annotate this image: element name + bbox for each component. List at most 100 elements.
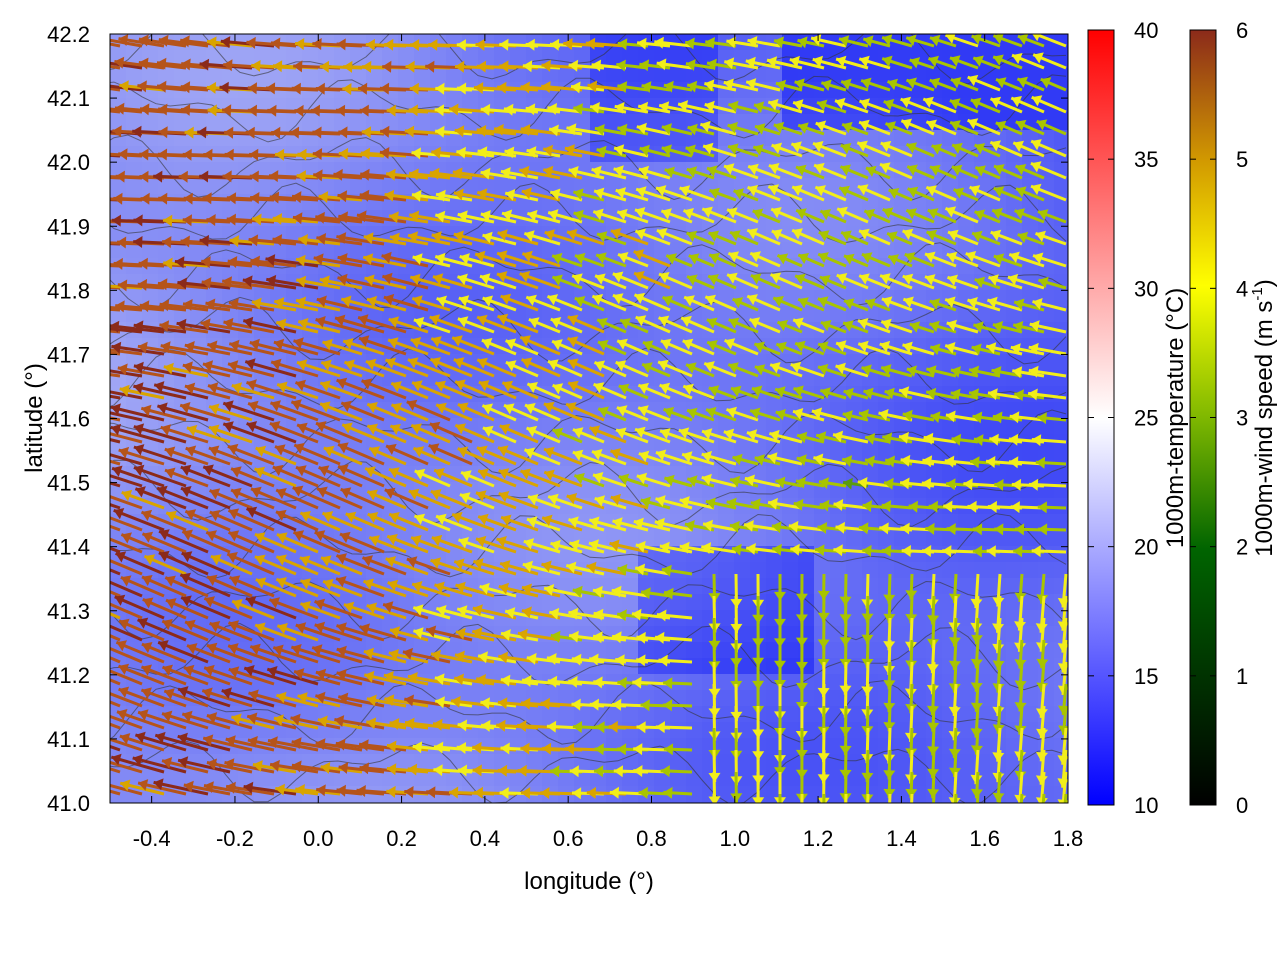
temperature-cell xyxy=(622,706,638,722)
temperature-cell xyxy=(446,530,462,546)
temperature-cell xyxy=(382,802,398,803)
temperature-cell xyxy=(446,34,462,50)
temperature-cell xyxy=(558,706,574,722)
temperature-cell xyxy=(1022,530,1038,546)
temperature-cell xyxy=(638,66,654,82)
wind-vector-head xyxy=(97,280,106,292)
temperature-cell xyxy=(190,162,206,178)
temperature-cell xyxy=(446,242,462,258)
temperature-cell xyxy=(334,770,350,786)
temperature-cell xyxy=(302,242,318,258)
wind-vector-head xyxy=(70,322,80,334)
temperature-cell xyxy=(558,482,574,498)
temperature-cell xyxy=(686,754,702,770)
temperature-cell xyxy=(366,242,382,258)
temperature-cell xyxy=(782,594,798,610)
temperature-cell xyxy=(254,770,270,786)
wind-vector-head xyxy=(91,148,100,160)
temperature-cell xyxy=(318,66,334,82)
temperature-cell xyxy=(606,466,622,482)
wind-vector-head xyxy=(90,237,99,249)
temperature-cell xyxy=(318,242,334,258)
temperature-cell xyxy=(894,594,910,610)
temperature-cell xyxy=(510,370,526,386)
temperature-cell xyxy=(350,706,366,722)
temperature-cell xyxy=(782,66,798,82)
temperature-cell xyxy=(1006,530,1022,546)
temperature-cell xyxy=(910,306,926,322)
temperature-cell xyxy=(510,418,526,434)
temperature-cell xyxy=(350,434,366,450)
temperature-cell xyxy=(638,722,654,738)
temperature-cell xyxy=(542,802,558,803)
temperature-cell xyxy=(830,642,846,658)
temperature-cell xyxy=(318,658,334,674)
wind-vector-head xyxy=(74,56,84,68)
temperature-cell xyxy=(478,754,494,770)
temperature-cell xyxy=(670,754,686,770)
temperature-cell xyxy=(430,802,446,803)
temperature-cell xyxy=(302,114,318,130)
temperature-cell xyxy=(286,226,302,242)
temperature-cell xyxy=(110,66,126,82)
temperature-cell xyxy=(718,178,734,194)
temperature-cell xyxy=(1022,802,1038,803)
temperature-cell xyxy=(222,178,238,194)
temperature-cell xyxy=(526,802,542,803)
temperature-cell xyxy=(542,114,558,130)
temperature-cell xyxy=(830,562,846,578)
temperature-cell xyxy=(606,354,622,370)
temperature-cell xyxy=(190,114,206,130)
temperature-cell xyxy=(974,546,990,562)
temperature-cell xyxy=(110,802,126,803)
temperature-cell xyxy=(830,578,846,594)
temperature-cell xyxy=(270,370,286,386)
temperature-cell xyxy=(110,226,126,242)
temperature-cell xyxy=(542,530,558,546)
temperature-cell xyxy=(606,802,622,803)
temperature-cell xyxy=(254,658,270,674)
temperature-cell xyxy=(462,114,478,130)
temperature-cell xyxy=(350,594,366,610)
temperature-cell xyxy=(558,754,574,770)
temperature-cell xyxy=(318,114,334,130)
temperature-cell xyxy=(494,114,510,130)
temperature-cell xyxy=(718,802,734,803)
wind-vector-head xyxy=(91,193,100,205)
wind-vector-head xyxy=(69,385,79,397)
temperature-cell xyxy=(1006,562,1022,578)
temperature-cell xyxy=(750,802,766,803)
temperature-cell xyxy=(910,466,926,482)
temperature-cell xyxy=(590,66,606,82)
temperature-cell xyxy=(126,114,142,130)
temperature-cell xyxy=(222,770,238,786)
temperature-cell xyxy=(334,610,350,626)
temperature-cell xyxy=(446,594,462,610)
temperature-cell xyxy=(190,770,206,786)
temperature-cell xyxy=(414,802,430,803)
temperature-cell xyxy=(606,34,622,50)
wind-vector-head xyxy=(93,301,102,313)
temperature-cell xyxy=(622,50,638,66)
temperature-cell xyxy=(878,562,894,578)
temperature-cell xyxy=(1022,722,1038,738)
temperature-cell xyxy=(638,642,654,658)
temperature-cell xyxy=(398,66,414,82)
temperature-cell xyxy=(750,530,766,546)
temperature-cell xyxy=(350,178,366,194)
temperature-cell xyxy=(286,114,302,130)
temperature-cell xyxy=(350,242,366,258)
temperature-cell xyxy=(686,370,702,386)
temperature-cell xyxy=(622,530,638,546)
wind-vector-head xyxy=(89,322,99,334)
temperature-cell xyxy=(574,642,590,658)
temperature-cell xyxy=(334,354,350,370)
temperature-cell xyxy=(398,706,414,722)
temperature-cell xyxy=(814,562,830,578)
temperature-cell xyxy=(718,706,734,722)
temperature-cell xyxy=(254,226,270,242)
wind-vector-head xyxy=(92,467,102,478)
temperature-cell xyxy=(334,50,350,66)
temperature-cell xyxy=(542,706,558,722)
temperature-cell xyxy=(782,530,798,546)
